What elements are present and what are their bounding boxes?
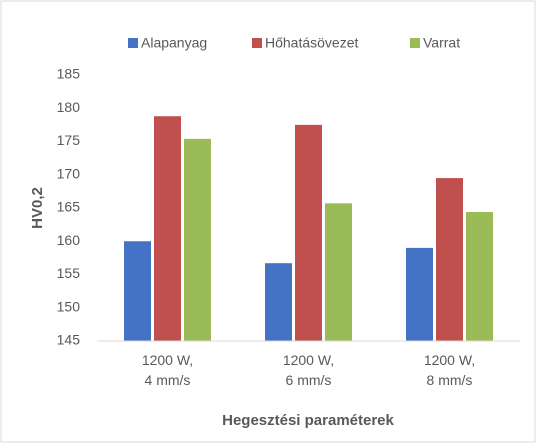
y-tick-label: 175	[57, 132, 81, 148]
y-tick-label: 170	[57, 165, 81, 181]
bar	[265, 263, 292, 341]
y-tick-label: 185	[57, 66, 81, 82]
bar	[325, 203, 352, 341]
bar	[154, 116, 181, 341]
y-tick-label: 165	[57, 199, 81, 215]
bar	[295, 124, 322, 341]
y-axis-title: HV0,2	[29, 187, 46, 229]
y-tick-label: 150	[57, 298, 81, 314]
legend-label: Alapanyag	[141, 35, 207, 51]
legend-swatch	[128, 38, 138, 48]
x-axis-title: Hegesztési paraméterek	[222, 412, 394, 429]
bar	[406, 247, 433, 341]
y-tick-label: 180	[57, 99, 81, 115]
x-tick-label: 1200 W, 4 mm/s	[141, 352, 194, 388]
y-tick-label: 155	[57, 265, 81, 281]
bar	[466, 211, 493, 341]
bar	[436, 178, 463, 341]
legend-swatch	[410, 38, 420, 48]
bar	[124, 241, 151, 341]
legend-swatch	[252, 38, 262, 48]
y-tick-label: 160	[57, 232, 81, 248]
x-tick-label: 1200 W, 6 mm/s	[282, 352, 335, 388]
legend-label: Varrat	[423, 35, 460, 51]
y-tick-label: 145	[57, 332, 81, 348]
bar	[184, 138, 211, 341]
x-tick-label: 1200 W, 8 mm/s	[423, 352, 476, 388]
legend-label: Hőhatásövezet	[265, 35, 359, 51]
